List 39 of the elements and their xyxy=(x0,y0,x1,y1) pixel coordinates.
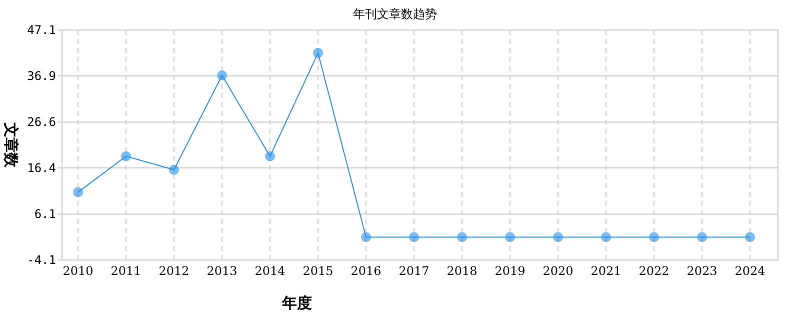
x-tick-label: 2015 xyxy=(302,264,334,278)
x-tick-label: 2018 xyxy=(446,264,478,278)
y-tick-label: -4.1 xyxy=(27,253,56,267)
y-tick-label: 16.4 xyxy=(27,160,56,175)
point xyxy=(553,232,563,242)
x-axis-title: 年度 xyxy=(281,294,312,312)
point xyxy=(121,151,131,162)
point xyxy=(601,232,611,242)
x-tick-label: 2020 xyxy=(542,264,574,278)
point xyxy=(409,232,419,242)
point xyxy=(697,232,707,242)
y-tick-label: 6.1 xyxy=(34,207,56,222)
x-tick-label: 2023 xyxy=(686,264,718,278)
point xyxy=(457,232,467,242)
point xyxy=(169,164,179,175)
y-tick-label: 26.6 xyxy=(27,115,56,130)
point xyxy=(745,232,755,242)
point xyxy=(217,70,227,80)
point xyxy=(361,232,371,242)
chart-title: 年刊文章数趋势 xyxy=(353,7,437,21)
x-tick-label: 2017 xyxy=(398,264,430,278)
y-axis-title: 文章数 xyxy=(2,122,20,168)
x-tick-label: 2022 xyxy=(638,264,670,278)
y-tick-label: 36.9 xyxy=(27,68,56,83)
y-tick-label: 47.1 xyxy=(27,23,56,37)
x-tick-label: 2021 xyxy=(590,264,622,278)
point xyxy=(313,48,323,58)
x-tick-label: 2011 xyxy=(110,264,142,278)
x-tick-label: 2014 xyxy=(254,264,286,278)
point xyxy=(505,232,515,242)
point xyxy=(73,187,83,198)
x-tick-label: 2024 xyxy=(734,264,766,278)
point xyxy=(265,151,275,162)
x-tick-label: 2012 xyxy=(158,264,190,278)
x-tick-label: 2013 xyxy=(206,264,238,278)
x-tick-label: 2016 xyxy=(350,264,382,278)
x-tick-label: 2019 xyxy=(494,264,526,278)
point xyxy=(649,232,659,242)
x-tick-label: 2010 xyxy=(62,264,94,278)
